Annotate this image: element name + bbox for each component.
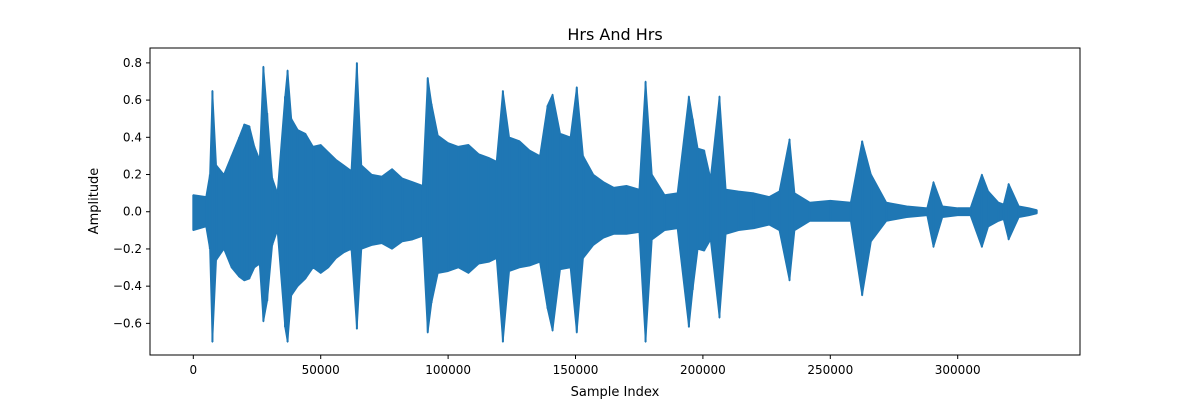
y-axis-label: Amplitude xyxy=(87,168,102,235)
y-tick-label: 0.8 xyxy=(123,56,142,70)
y-tick-label: −0.4 xyxy=(113,279,142,293)
x-tick-label: 300000 xyxy=(935,363,981,377)
y-axis-ticks: −0.6 −0.4 −0.2 0.0 0.2 0.4 0.6 0.8 xyxy=(113,56,150,330)
x-tick-label: 250000 xyxy=(807,363,853,377)
y-tick-label: 0.0 xyxy=(123,205,142,219)
y-tick-label: 0.2 xyxy=(123,168,142,182)
y-tick-label: 0.6 xyxy=(123,93,142,107)
x-axis-label: Sample Index xyxy=(571,385,660,400)
y-tick-label: 0.4 xyxy=(123,130,142,144)
x-tick-label: 100000 xyxy=(425,363,471,377)
x-tick-label: 200000 xyxy=(680,363,726,377)
chart-title: Hrs And Hrs xyxy=(567,25,662,44)
waveform-series xyxy=(192,62,1038,343)
plot-frame xyxy=(149,47,1081,356)
x-tick-label: 0 xyxy=(189,363,197,377)
y-tick-label: −0.6 xyxy=(113,316,142,330)
y-tick-label: −0.2 xyxy=(113,242,142,256)
x-tick-label: 150000 xyxy=(553,363,599,377)
x-tick-label: 50000 xyxy=(302,363,340,377)
x-axis-ticks: 0 50000 100000 150000 200000 250000 300000 xyxy=(189,355,981,377)
